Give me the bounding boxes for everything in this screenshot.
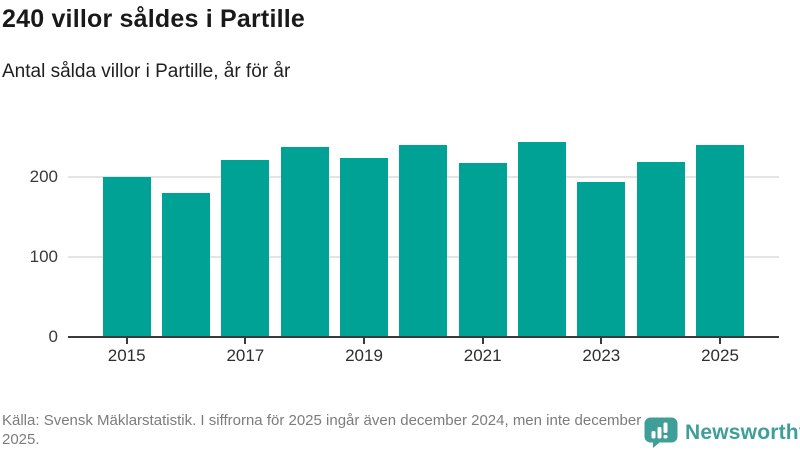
x-axis-line [68,336,779,338]
newsworthy-logo: Newsworthy [644,417,800,448]
bar-2015 [102,177,151,337]
bar-2020 [399,145,448,337]
x-tick-label-2015: 2015 [107,346,146,365]
bar-2022 [518,141,566,337]
logo-bar-tall [657,427,662,439]
bar-2017 [221,160,270,337]
logo-exclamation-dot [663,435,668,439]
x-tick-label-2025: 2025 [701,346,739,365]
bar-2016 [162,193,211,337]
logo-exclamation-stroke [663,422,668,433]
x-tick-label-2019: 2019 [345,346,383,365]
logo-bar-small [651,431,656,439]
x-tick-label-2023: 2023 [582,346,621,365]
y-tick-label-0: 0 [48,327,58,346]
bar-2021 [458,163,507,337]
bar-2023 [577,181,626,337]
chart-subtitle: Antal sålda villor i Partille, år för år [2,61,291,82]
bar-2019 [340,157,389,337]
y-tick-label-100: 100 [29,247,58,266]
newsworthy-logo-icon [644,417,678,448]
x-tick-mark-2017 [244,338,247,344]
page-title: 240 villor såldes i Partille [2,5,305,33]
bar-2025 [696,145,744,337]
newsworthy-logo-text: Newsworthy [685,420,800,444]
x-tick-mark-2025 [719,338,721,344]
x-tick-label-2017: 2017 [226,346,265,365]
y-tick-label-200: 200 [29,167,58,186]
x-tick-label-2021: 2021 [463,346,502,365]
x-tick-mark-2021 [481,338,484,344]
x-tick-mark-2019 [363,338,366,344]
bar-2024 [636,161,685,337]
x-tick-mark-2015 [125,338,128,344]
source-note: Källa: Svensk Mäklarstatistik. I siffror… [2,412,642,448]
bar-2018 [280,146,329,337]
x-tick-mark-2023 [600,338,603,344]
